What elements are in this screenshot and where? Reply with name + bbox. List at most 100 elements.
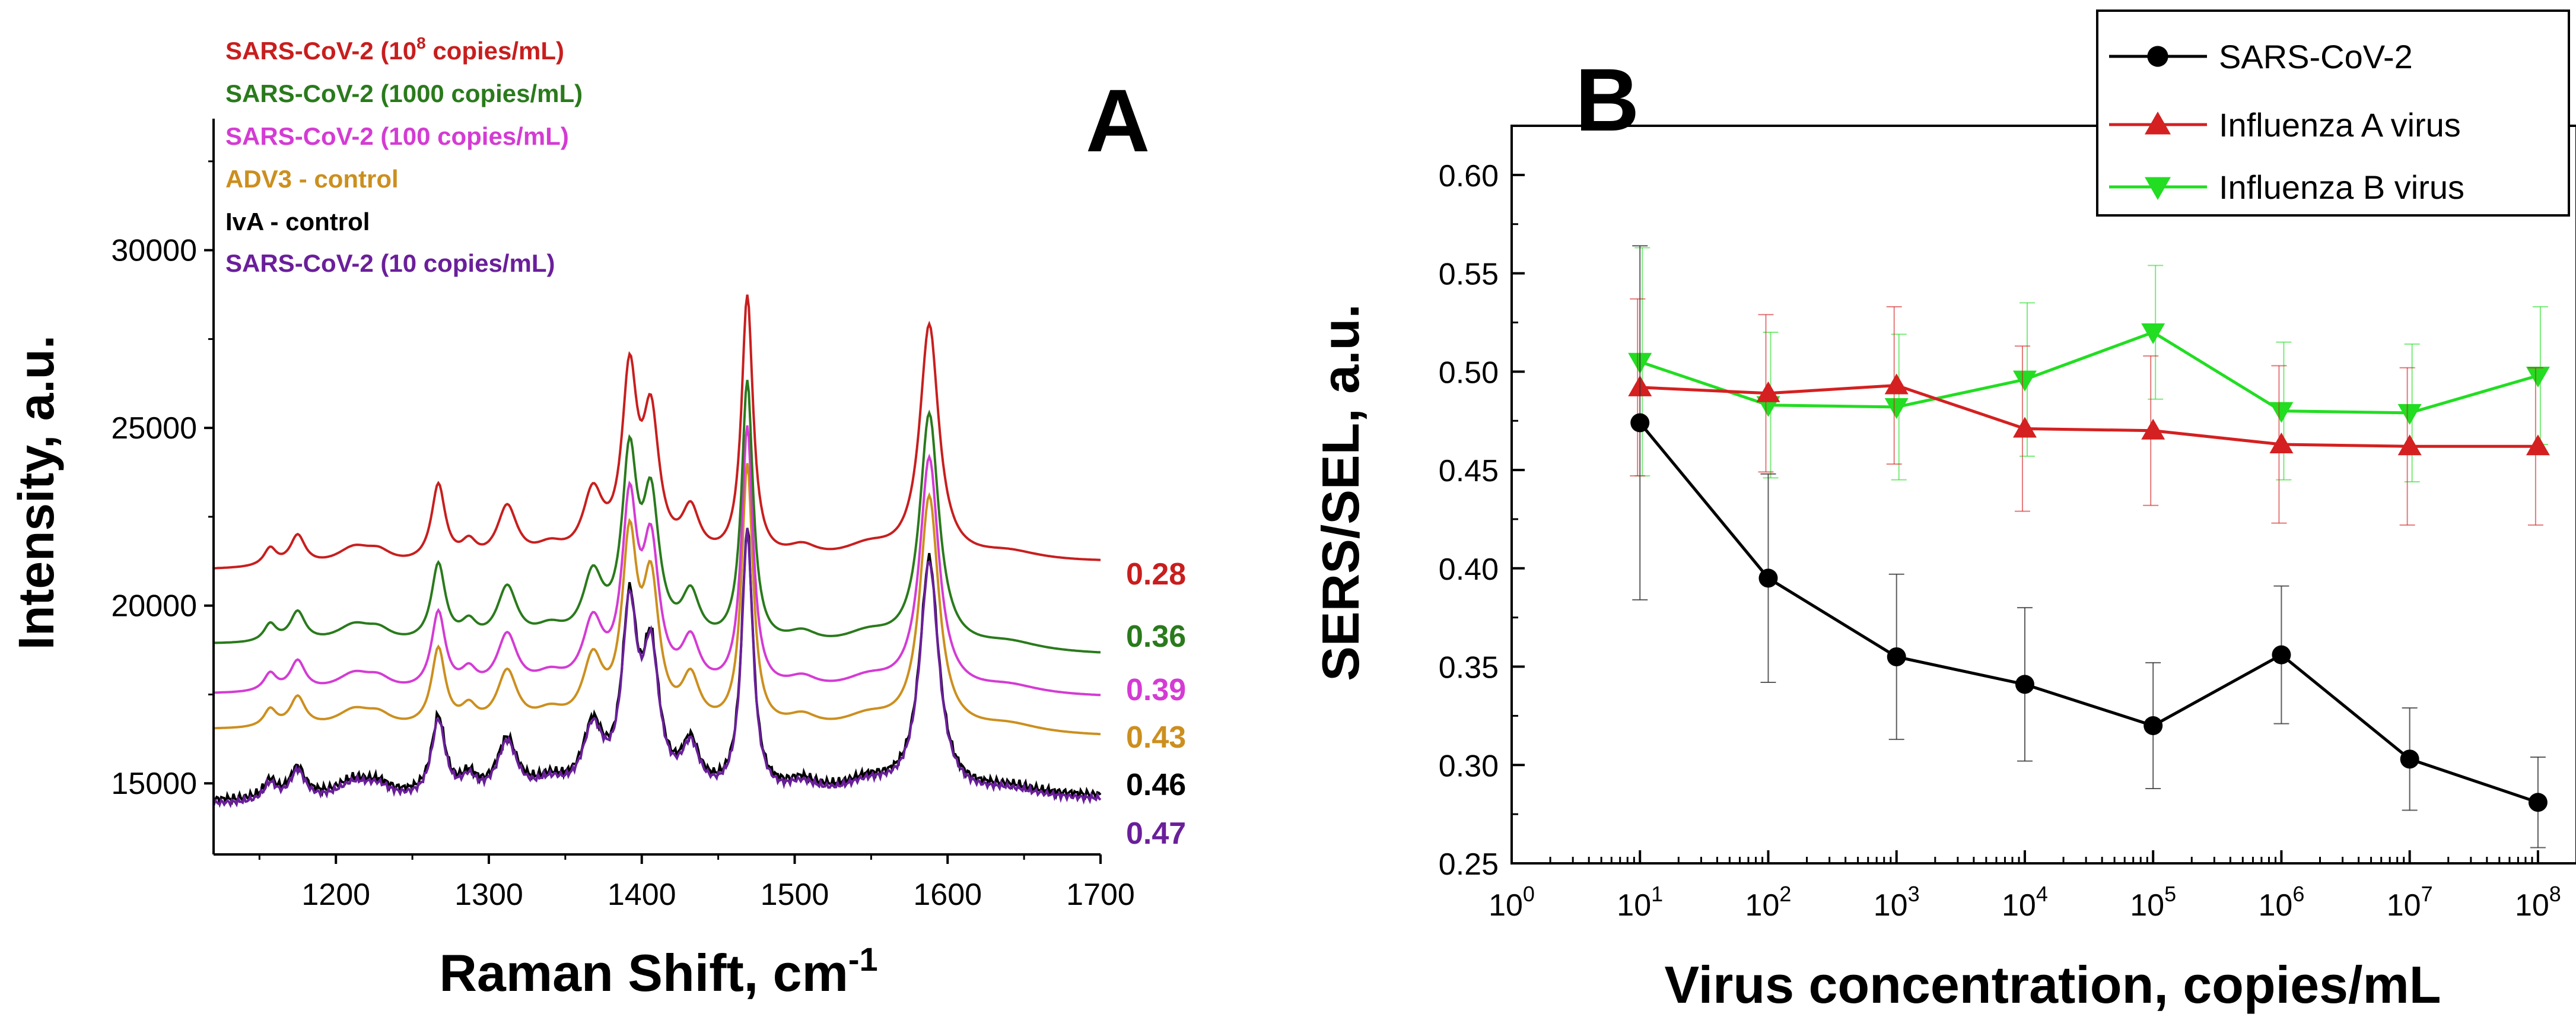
b-x-tick-exp: 0 [1523, 882, 1535, 906]
b-x-tick-base: 10 [1617, 888, 1651, 923]
legend-b-marker [2147, 46, 2168, 67]
panel-label-a: A [1086, 71, 1150, 170]
end-label-6: 0.47 [1126, 816, 1186, 851]
a-x-tick-label: 1700 [1066, 878, 1135, 912]
b-x-tick-exp: 3 [1908, 882, 1920, 906]
spectrum-adv3-control [214, 463, 1101, 736]
spectrum-sars-cov-2-100-copies-ml [213, 425, 1101, 697]
data-point [2269, 432, 2294, 453]
a-y-tick-label: 30000 [111, 234, 197, 268]
b-x-tick-label: 100 [1489, 882, 1535, 923]
data-point [2397, 434, 2422, 456]
data-point [2012, 417, 2037, 438]
legend-a-entry-2: SARS-CoV-2 (1000 copies/mL) [225, 80, 583, 107]
b-x-tick-exp: 7 [2421, 882, 2433, 906]
panel-a-end-labels: 0.28 0.36 0.39 0.43 0.46 0.47 [1126, 557, 1186, 851]
b-x-tick-exp: 2 [1779, 882, 1791, 906]
a-y-tick-label: 20000 [111, 589, 197, 624]
data-point [2141, 418, 2165, 440]
legend-a-entry-text: SARS-CoV-2 (10 [225, 37, 416, 65]
panel-a-x-label-text: Raman Shift, cm [439, 943, 848, 1002]
series-sars-cov-2 [1630, 245, 2548, 848]
panel-b-x-ticks: 100 101 102 103 104 105 106 107 108 [1489, 850, 2561, 923]
panel-a-legend: SARS-CoV-2 (108 copies/mL)SARS-CoV-2 (10… [225, 34, 583, 277]
data-point [2141, 323, 2165, 345]
b-x-tick-exp: 6 [2292, 882, 2304, 906]
legend-a-entry-1: SARS-CoV-2 (108 copies/mL) [225, 34, 564, 65]
series-line [1639, 421, 2539, 804]
data-point [2397, 403, 2422, 425]
b-y-tick-label: 0.50 [1439, 355, 1499, 390]
spectrum-sars-cov-2-10-copies-ml [212, 528, 1102, 809]
panel-a-x-label: Raman Shift, cm-1 [439, 940, 877, 1002]
panel-b-y-ticks: 0.25 0.30 0.35 0.40 0.45 0.50 0.55 0.60 [1439, 125, 1525, 882]
panel-b: B 100 101 102 103 104 105 106 107 108 0.250.300.… [1311, 9, 2576, 1014]
legend-b-entry-1: SARS-CoV-2 [2219, 38, 2413, 75]
data-point [2528, 793, 2548, 812]
a-x-tick-label: 1500 [761, 878, 829, 912]
b-x-tick-base: 10 [1489, 888, 1523, 923]
legend-b-entry-3: Influenza B virus [2219, 169, 2464, 206]
spectrum-sars-cov-2-108-copies-ml [213, 294, 1101, 570]
data-point [2272, 645, 2291, 665]
b-y-tick-label: 0.30 [1439, 749, 1499, 783]
panel-a: A 1200 1300 1400 1500 1600 1700 15000 20000 250… [8, 34, 1186, 1002]
b-y-tick-label: 0.40 [1439, 552, 1499, 587]
legend-a-entry-tail: copies/mL) [426, 37, 564, 65]
b-x-tick-label: 102 [1745, 882, 1792, 923]
b-y-tick-label: 0.25 [1439, 847, 1499, 882]
series-line [1639, 330, 2539, 415]
data-point [2144, 716, 2163, 735]
panel-a-plot-area [212, 294, 1102, 809]
panel-a-x-label-sup: -1 [848, 940, 878, 978]
b-x-tick-base: 10 [2515, 888, 2549, 923]
a-x-tick-label: 1400 [608, 878, 676, 912]
end-label-5: 0.46 [1126, 768, 1186, 802]
data-point [1884, 373, 1909, 395]
b-x-tick-label: 107 [2387, 882, 2433, 923]
panel-b-x-label: Virus concentration, copies/mL [1665, 955, 2441, 1014]
legend-b-marker [2145, 112, 2171, 135]
data-point [2526, 366, 2550, 387]
data-point [1630, 413, 1650, 433]
legend-a-entry-text: SARS-CoV-2 (10 copies/mL) [225, 249, 555, 277]
b-x-tick-label: 103 [1874, 882, 1920, 923]
legend-b-entry-2: Influenza A virus [2219, 106, 2461, 144]
data-point [2012, 370, 2037, 392]
b-y-tick-label: 0.55 [1439, 258, 1499, 292]
end-label-2: 0.36 [1126, 619, 1186, 654]
end-label-3: 0.39 [1126, 673, 1186, 707]
legend-a-entry-text: IvA - control [225, 208, 370, 236]
b-y-tick-label: 0.35 [1439, 651, 1499, 685]
b-y-tick-label: 0.60 [1439, 159, 1499, 193]
panel-b-legend-box [2096, 9, 2570, 217]
a-x-tick-label: 1200 [301, 878, 370, 912]
panel-label-b: B [1575, 50, 1639, 150]
legend-a-entry-text: SARS-CoV-2 (100 copies/mL) [225, 122, 569, 150]
panel-a-y-label: Intensity, a.u. [8, 335, 64, 650]
b-x-tick-exp: 8 [2549, 882, 2561, 906]
b-x-tick-base: 10 [2002, 888, 2036, 923]
legend-a-entry-6: SARS-CoV-2 (10 copies/mL) [225, 249, 555, 277]
panel-b-frame [1510, 125, 2576, 865]
a-y-tick-label: 15000 [111, 767, 197, 801]
spectrum-sars-cov-2-1000-copies-ml [213, 380, 1101, 654]
end-label-4: 0.43 [1126, 720, 1186, 755]
b-x-tick-base: 10 [2258, 888, 2292, 923]
panel-a-y-ticks: 15000 20000 25000 30000 [111, 160, 214, 801]
a-x-tick-label: 1300 [454, 878, 523, 912]
legend-a-entry-text: ADV3 - control [225, 165, 399, 193]
data-point [2526, 434, 2550, 456]
b-x-tick-label: 104 [2002, 882, 2048, 923]
legend-a-entry-3: SARS-CoV-2 (100 copies/mL) [225, 122, 569, 150]
b-x-tick-base: 10 [2387, 888, 2421, 923]
b-x-tick-label: 105 [2130, 882, 2176, 923]
b-x-tick-label: 108 [2515, 882, 2561, 923]
panel-b-plot-area [1628, 245, 2550, 848]
series-line [1640, 383, 2538, 448]
b-y-tick-label: 0.45 [1439, 454, 1499, 488]
b-x-tick-label: 101 [1617, 882, 1663, 923]
panel-b-legend: SARS-CoV-2 Influenza A virus Influenza B v… [2096, 9, 2570, 217]
b-x-tick-exp: 4 [2036, 882, 2048, 906]
